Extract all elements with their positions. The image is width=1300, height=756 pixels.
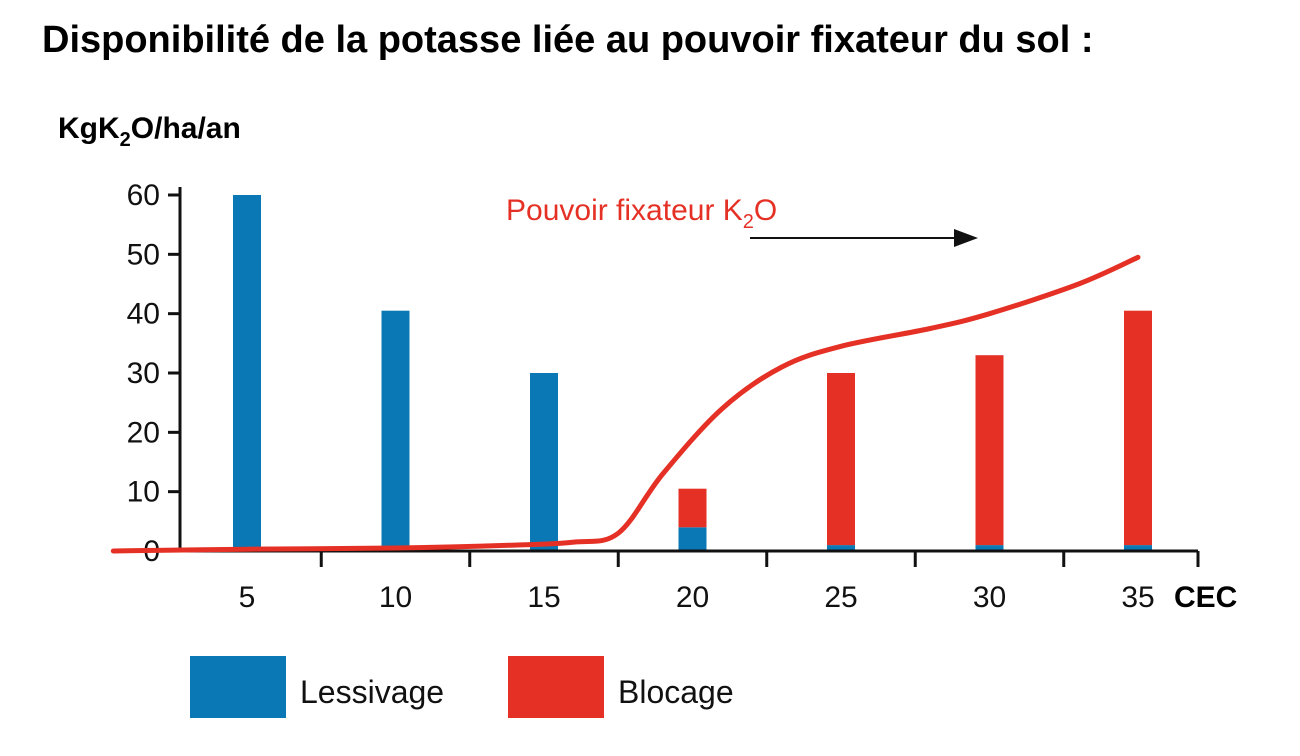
bar-lessivage-5 (233, 195, 261, 551)
x-tick-label: 25 (824, 581, 857, 614)
y-tick-label: 40 (127, 298, 160, 331)
x-tick-label: 20 (676, 581, 709, 614)
bar-blocage-25 (827, 373, 855, 546)
x-tick-label: 15 (527, 581, 560, 614)
y-tick-label: 10 (127, 476, 160, 509)
annotation-arrow-head (954, 229, 978, 247)
bar-lessivage-35 (1124, 545, 1152, 551)
legend-label-lessivage: Lessivage (300, 674, 444, 710)
y-tick-label: 20 (127, 416, 160, 449)
bar-lessivage-30 (975, 545, 1004, 551)
legend-swatch-blocage (508, 656, 604, 718)
x-tick-label: 30 (973, 581, 1006, 614)
x-axis-label: CEC (1174, 581, 1237, 614)
y-tick-label: 60 (127, 179, 160, 212)
x-tick-label: 35 (1121, 581, 1154, 614)
x-tick-label: 10 (379, 581, 412, 614)
curve-pouvoir-fixateur (110, 254, 1141, 554)
bar-lessivage-20 (678, 527, 707, 551)
chart-title: Disponibilité de la potasse liée au pouv… (42, 19, 1094, 61)
legend-label-blocage: Blocage (618, 674, 734, 710)
x-tick-label: 5 (239, 581, 256, 614)
bar-lessivage-15 (530, 373, 558, 551)
curve-layer (110, 254, 1141, 554)
bar-lessivage-25 (827, 545, 855, 551)
legend: Lessivage Blocage (190, 656, 734, 718)
bar-blocage-30 (975, 355, 1004, 546)
y-tick-label: 30 (127, 357, 160, 390)
legend-swatch-lessivage (190, 656, 286, 718)
y-axis-label: KgK2O/ha/an (58, 112, 241, 151)
bar-lessivage-10 (381, 310, 410, 551)
bar-blocage-20 (678, 488, 707, 528)
y-tick-label: 50 (127, 238, 160, 271)
bars (233, 195, 1152, 551)
bar-blocage-35 (1124, 310, 1152, 546)
curve-annotation: Pouvoir fixateur K2O (506, 194, 777, 233)
